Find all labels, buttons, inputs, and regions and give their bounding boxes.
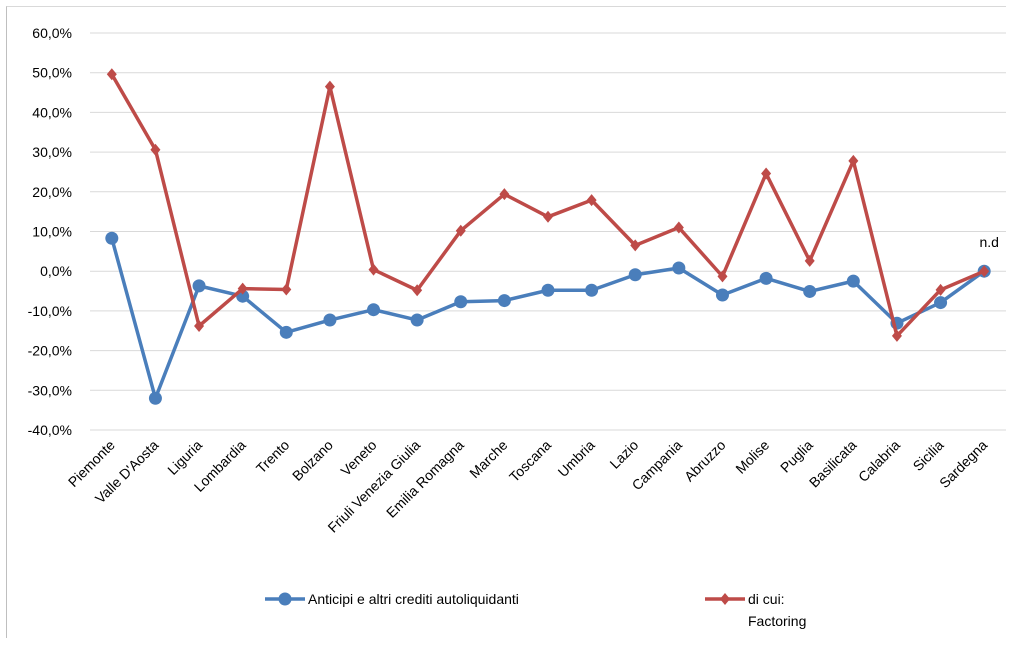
data-point <box>891 329 902 342</box>
data-point <box>194 319 205 332</box>
data-point <box>672 261 686 275</box>
x-tick-label: Marche <box>466 437 510 481</box>
data-point <box>586 194 597 207</box>
data-point <box>323 313 337 327</box>
y-tick-label: 50,0% <box>32 65 72 81</box>
data-point <box>367 303 381 317</box>
x-tick-label: Basilicata <box>806 437 860 491</box>
data-point <box>281 283 292 296</box>
x-tick-label: Bolzano <box>289 437 336 484</box>
data-point <box>804 254 815 267</box>
legend-marker <box>278 592 292 606</box>
data-point <box>105 231 119 245</box>
y-tick-label: -20,0% <box>28 343 72 359</box>
y-tick-label: 20,0% <box>32 184 72 200</box>
annotation-label: n.d <box>979 234 998 250</box>
data-point <box>368 263 379 276</box>
legend-label: di cui: Factoring <box>748 591 806 629</box>
data-point <box>541 283 555 297</box>
data-point <box>455 224 466 237</box>
data-point <box>106 68 117 81</box>
x-tick-label: Toscana <box>506 437 554 485</box>
data-point <box>803 284 817 298</box>
data-point <box>673 221 684 234</box>
data-point <box>324 80 335 93</box>
x-tick-label: Molise <box>732 437 772 477</box>
x-tick-label: Liguria <box>164 437 205 478</box>
data-point <box>717 270 728 283</box>
y-tick-label: -30,0% <box>28 382 72 398</box>
x-tick-label: Umbria <box>555 437 598 480</box>
data-point <box>979 265 990 278</box>
y-tick-label: 40,0% <box>32 104 72 120</box>
data-point <box>454 295 468 309</box>
data-point <box>846 274 860 288</box>
data-point <box>148 391 162 405</box>
y-tick-label: 60,0% <box>32 25 72 41</box>
data-point <box>934 296 948 310</box>
x-tick-label: Abruzzo <box>681 437 729 485</box>
y-tick-label: -10,0% <box>28 303 72 319</box>
data-point <box>628 268 642 282</box>
y-tick-label: 30,0% <box>32 144 72 160</box>
legend-label: Anticipi e altri crediti autoliquidanti <box>308 591 519 607</box>
x-tick-label: Lazio <box>606 437 641 472</box>
data-point <box>412 284 423 297</box>
data-point <box>497 294 511 308</box>
data-point <box>585 283 599 297</box>
data-point <box>150 143 161 156</box>
data-point <box>237 282 248 295</box>
data-point <box>715 288 729 302</box>
x-tick-label: Puglia <box>777 437 816 476</box>
data-point <box>759 271 773 285</box>
data-point <box>499 188 510 201</box>
x-tick-label: Sardegna <box>936 437 990 491</box>
data-point <box>935 283 946 296</box>
data-point <box>410 313 424 327</box>
data-point <box>761 167 772 180</box>
y-tick-label: 0,0% <box>40 263 72 279</box>
data-point <box>543 210 553 223</box>
x-tick-label: Sicilia <box>910 437 947 474</box>
chart-frame <box>6 6 1006 638</box>
x-tick-label: Calabria <box>855 437 903 485</box>
x-tick-label: Veneto <box>337 437 379 479</box>
series-line-1 <box>110 237 986 400</box>
x-tick-label: Emilia Romagna <box>383 437 467 521</box>
data-point <box>192 279 206 293</box>
y-tick-label: -40,0% <box>28 422 72 438</box>
legend-marker <box>720 593 730 605</box>
data-point <box>848 154 859 167</box>
data-point <box>279 325 293 339</box>
data-point <box>630 239 641 252</box>
x-tick-label: Trento <box>253 437 293 477</box>
y-tick-label: 10,0% <box>32 224 72 240</box>
